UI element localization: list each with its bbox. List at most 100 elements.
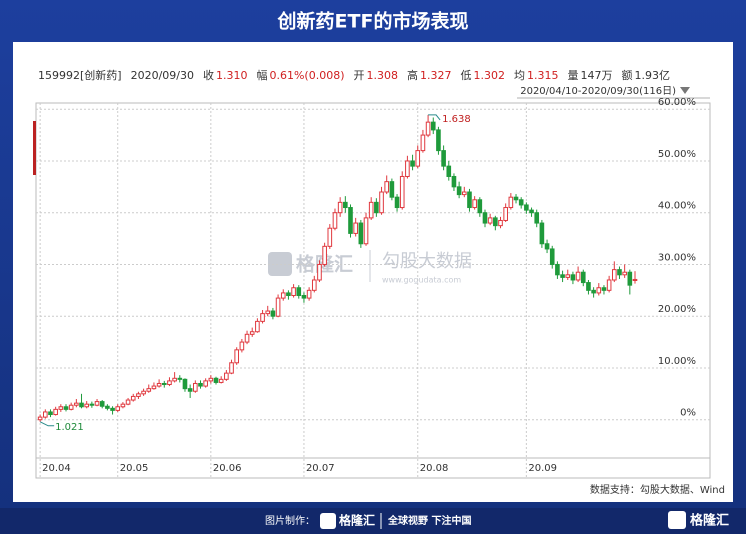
candle-body (575, 271, 581, 281)
candle-body (187, 388, 193, 392)
candle-body (193, 382, 198, 392)
candle-body (177, 377, 183, 380)
side-marker (33, 121, 36, 175)
candle-body (632, 278, 638, 282)
corner-logo (668, 511, 686, 529)
candle-body (213, 377, 219, 383)
header-avg-label: 均 (514, 69, 525, 82)
candle-body (627, 271, 633, 286)
header-code: 159992[创新药] (38, 68, 122, 82)
candle-body (301, 295, 307, 299)
candle-body (477, 199, 483, 214)
candle-body (208, 377, 214, 382)
y-tick-label: 20.00% (658, 304, 696, 315)
candle-body (591, 289, 596, 294)
candle-body (115, 406, 121, 411)
candle-body (322, 245, 327, 265)
candle-body (363, 217, 369, 245)
candle-body (456, 186, 462, 196)
header-change-label: 幅 (256, 69, 267, 82)
header-avg: 1.315 (527, 69, 559, 82)
footer-made-by: 图片制作： (265, 514, 315, 527)
candle-body (389, 181, 395, 198)
candle-body (493, 217, 498, 227)
header-change: 0.61%(0.008) (269, 69, 344, 82)
candle-body (503, 207, 508, 221)
candle-body (79, 402, 84, 408)
candle-body (151, 385, 157, 390)
x-tick-label: 20.07 (306, 463, 335, 474)
candle-body (94, 401, 100, 406)
candle-body (249, 331, 255, 335)
candle-body (270, 310, 276, 317)
candle-body (68, 404, 74, 410)
footer-bar (0, 508, 746, 534)
candle-body (596, 287, 602, 294)
candle-body (275, 297, 281, 317)
candle-body (518, 199, 524, 206)
y-tick-label: 0% (680, 408, 696, 419)
candle-body (337, 201, 343, 214)
candle-body (58, 406, 64, 410)
candle-body (63, 406, 69, 410)
candle-body (353, 222, 358, 234)
header-low: 1.302 (474, 69, 506, 82)
header: 159992[创新药] 2020/09/30 收 1.310 幅 0.61%(0.008)… (38, 68, 670, 82)
candle-body (120, 403, 126, 408)
source: 数据支持：勾股大数据、Wind (590, 483, 725, 496)
candle-body (524, 204, 529, 211)
candle-body (539, 222, 545, 245)
footer-logo (320, 513, 336, 529)
candle-body (358, 222, 364, 245)
dropdown-icon (680, 87, 690, 94)
candle-body (461, 191, 467, 196)
header-volume: 147万 (581, 69, 613, 82)
date-range: 2020/04/10-2020/09/30(116日) (520, 86, 676, 97)
candle-body (156, 382, 162, 387)
candle-body (451, 175, 457, 188)
x-tick-label: 20.05 (120, 463, 149, 474)
candle-body (172, 377, 177, 382)
candle-body (48, 411, 53, 416)
header-open: 1.308 (367, 69, 399, 82)
annotation-min: 1.021 (55, 422, 84, 433)
x-tick-label: 20.09 (528, 463, 557, 474)
candle-body (586, 282, 591, 291)
candle-body (53, 408, 58, 416)
candle-body (617, 269, 622, 276)
candle-body (472, 199, 477, 209)
annotation-arrow (428, 114, 441, 121)
candle-body (379, 191, 384, 214)
candle-body (296, 287, 302, 297)
y-tick-label: 60.00% (658, 97, 696, 108)
candle-body (218, 378, 224, 383)
candle-body (513, 196, 519, 201)
candle-body (508, 196, 514, 209)
footer-slogan: 全球视野 下注中国 (387, 514, 471, 527)
candle-body (565, 274, 571, 278)
candle-body (136, 393, 141, 397)
watermark: 格隆汇 勾股大数据 www.gogudata.com (268, 250, 472, 285)
candle-body (105, 405, 110, 409)
footer-brand: 格隆汇 (339, 513, 375, 528)
x-tick-label: 20.04 (42, 463, 71, 474)
candle-body (182, 378, 188, 390)
candle-body (311, 279, 317, 291)
candle-body (141, 390, 146, 395)
candle-body (467, 191, 472, 209)
candle-body (611, 269, 617, 281)
y-tick-label: 30.00% (658, 252, 696, 263)
header-close: 1.310 (216, 69, 248, 82)
candle-body (317, 263, 322, 281)
header-close-label: 收 (203, 68, 214, 82)
candle-body (110, 407, 115, 411)
candle-body (606, 279, 612, 291)
annotation-max: 1.638 (442, 114, 471, 125)
candle-body (74, 402, 79, 406)
header-date: 2020/09/30 (131, 69, 194, 82)
candle-body (286, 292, 291, 297)
candle-body (37, 416, 43, 421)
candle-body (374, 201, 379, 214)
watermark-url: www.gogudata.com (382, 276, 461, 285)
